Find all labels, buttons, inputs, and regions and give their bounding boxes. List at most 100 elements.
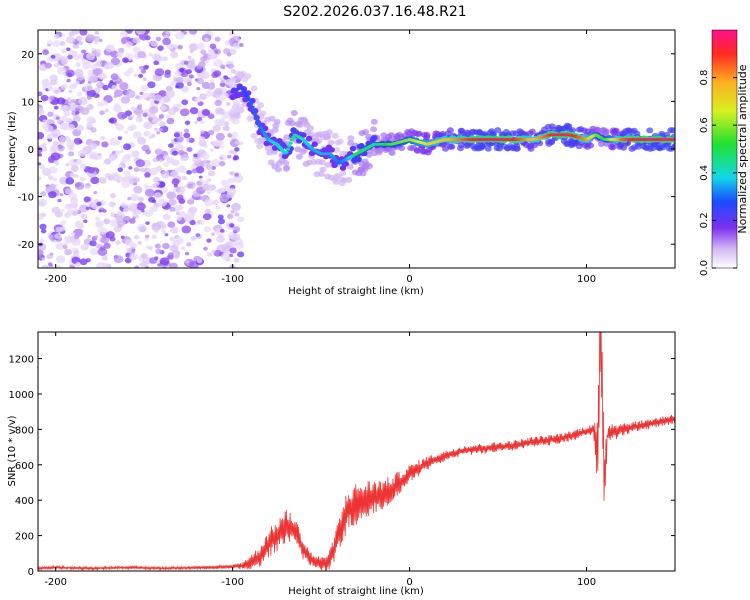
heatmap-halo-cell [345, 176, 353, 183]
heatmap-noise-speckle [211, 249, 216, 253]
heatmap-noise-speckle [208, 129, 215, 136]
heatmap-noise-speckle [109, 117, 117, 124]
heatmap-noise-speckle [209, 148, 214, 152]
heatmap-noise-speckle [161, 187, 169, 193]
heatmap-noise-speckle [41, 63, 46, 68]
heatmap-noise-speckle [45, 185, 53, 193]
heatmap-noise-speckle [105, 231, 115, 239]
heatmap-noise-speckle [170, 226, 179, 234]
heatmap-noise-speckle [103, 218, 111, 225]
heatmap-noise-speckle [208, 166, 213, 170]
heatmap-noise-speckle [79, 176, 86, 182]
heatmap-halo-cell [331, 132, 339, 139]
heatmap-noise-speckle [56, 119, 62, 123]
heatmap-halo-cell [370, 118, 378, 125]
heatmap-noise-speckle [209, 43, 217, 50]
heatmap-noise-speckle [61, 104, 71, 113]
heatmap-noise-speckle [189, 197, 194, 201]
heatmap-noise-speckle [183, 132, 191, 139]
heatmap-halo-cell [264, 144, 272, 151]
heatmap-noise-speckle [155, 181, 160, 186]
heatmap-noise-speckle [177, 44, 183, 50]
heatmap-noise-speckle [200, 130, 205, 134]
snr-y-tick-label: 1000 [9, 390, 34, 401]
heatmap-noise-speckle [195, 233, 201, 238]
heatmap-noise-speckle [63, 110, 71, 117]
heatmap-noise-speckle [88, 75, 99, 84]
heatmap-noise-speckle [74, 69, 84, 77]
heatmap-noise-speckle [215, 235, 225, 243]
heatmap-noise-speckle [83, 196, 91, 203]
snr-x-tick-label: -200 [44, 577, 67, 588]
heatmap-noise-speckle [38, 107, 44, 115]
heatmap-noise-speckle [97, 247, 108, 256]
heatmap-noise-speckle [73, 83, 77, 87]
heatmap-noise-speckle [49, 74, 58, 82]
heatmap-noise-speckle [39, 164, 46, 170]
heatmap-noise-speckle [158, 114, 165, 119]
heatmap-noise-speckle [65, 177, 75, 185]
heatmap-noise-speckle [187, 183, 193, 189]
heatmap-noise-speckle [147, 117, 153, 122]
heatmap-noise-speckle [207, 113, 215, 120]
heatmap-halo-cell [387, 132, 395, 139]
heatmap-halo-cell [250, 85, 258, 92]
heatmap-noise-speckle [38, 131, 45, 140]
heatmap-noise-speckle [83, 219, 88, 224]
heatmap-noise-speckle [116, 211, 123, 216]
heatmap-noise-speckle [158, 127, 164, 132]
heatmap-noise-speckle [109, 80, 114, 84]
heatmap-noise-speckle [186, 242, 192, 247]
heatmap-halo-cell [646, 127, 654, 134]
heatmap-noise-speckle [94, 30, 100, 35]
heatmap-noise-speckle [109, 219, 119, 227]
heatmap-noise-speckle [206, 238, 212, 243]
heatmap-noise-speckle [69, 106, 77, 112]
heatmap-halo-cell [362, 129, 370, 136]
heatmap-noise-speckle [128, 166, 133, 170]
heatmap-noise-speckle [109, 155, 117, 162]
heatmap-noise-speckle [181, 185, 185, 189]
snr-series-line [38, 332, 675, 571]
heatmap-cells [38, 30, 675, 268]
heatmap-noise-speckle [206, 160, 211, 164]
heatmap-noise-speckle [149, 257, 158, 264]
heatmap-noise-speckle [185, 251, 190, 256]
heatmap-noise-speckle [185, 260, 190, 264]
heatmap-noise-speckle [220, 92, 229, 100]
heatmap-noise-speckle [63, 241, 68, 246]
heatmap-noise-speckle [184, 128, 189, 133]
heatmap-noise-speckle [78, 97, 88, 106]
heatmap-noise-speckle [164, 233, 169, 237]
heatmap-noise-speckle [154, 228, 159, 233]
heatmap-noise-speckle [70, 232, 76, 236]
heatmap-noise-speckle [101, 255, 108, 261]
heatmap-noise-speckle [166, 157, 174, 164]
heatmap-noise-speckle [196, 65, 202, 70]
heatmap-noise-speckle [187, 82, 192, 87]
heatmap-noise-speckle [132, 46, 141, 54]
heatmap-noise-speckle [156, 130, 161, 135]
heatmap-x-tick-label: -200 [44, 274, 67, 285]
heatmap-noise-speckle [38, 146, 43, 154]
heatmap-noise-speckle [148, 52, 154, 57]
heatmap-x-label: Height of straight line (km) [288, 286, 424, 297]
heatmap-noise-speckle [64, 188, 73, 195]
heatmap-noise-speckle [79, 258, 88, 266]
heatmap-halo-cell [489, 130, 497, 137]
heatmap-noise-speckle [226, 213, 234, 220]
heatmap-noise-speckle [103, 158, 112, 165]
heatmap-noise-speckle [204, 208, 211, 214]
heatmap-noise-speckle [101, 141, 109, 148]
heatmap-halo-cell [333, 147, 341, 154]
heatmap-noise-speckle [161, 224, 167, 229]
heatmap-halo-cell [318, 159, 326, 166]
heatmap-noise-speckle [125, 90, 136, 99]
heatmap-noise-speckle [228, 149, 234, 154]
heatmap-halo-cell [587, 142, 595, 149]
heatmap-noise-speckle [109, 137, 119, 146]
heatmap-noise-speckle [115, 240, 121, 245]
heatmap-noise-speckle [109, 212, 116, 217]
heatmap-noise-speckle [232, 42, 241, 49]
heatmap-ridge-cell [251, 109, 257, 113]
